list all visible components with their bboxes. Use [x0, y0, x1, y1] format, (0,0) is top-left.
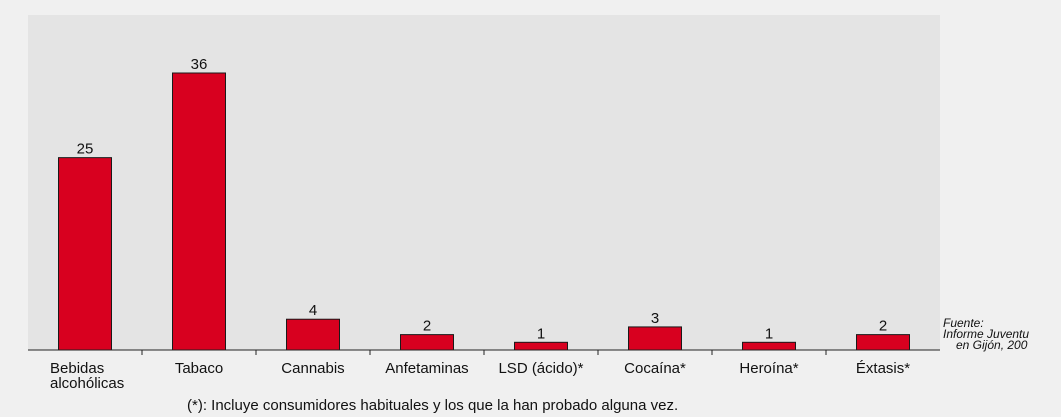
value-label-2: 4 [309, 302, 317, 319]
bar-3 [401, 335, 454, 350]
source-place-year: en Gijón, 200 [943, 340, 1029, 351]
footnote: (*): Incluye consumidores habituales y l… [187, 397, 678, 414]
category-label-6: Heroína* [739, 360, 798, 377]
category-label-1: Tabaco [175, 360, 223, 377]
value-label-5: 3 [651, 310, 659, 327]
bar-6 [743, 342, 796, 350]
category-label-4: LSD (ácido)* [498, 360, 583, 377]
bar-5 [629, 327, 682, 350]
source-note: Fuente: Informe Juventu en Gijón, 200 [943, 318, 1029, 351]
bar-2 [287, 319, 340, 350]
category-label-3: Anfetaminas [385, 360, 468, 377]
value-label-0: 25 [77, 141, 94, 158]
category-label-7: Éxtasis* [856, 360, 910, 377]
x-ticks-group [142, 350, 826, 355]
category-label-5: Cocaína* [624, 360, 686, 377]
value-label-1: 36 [191, 56, 208, 73]
bar-0 [59, 158, 112, 350]
bar-1 [173, 73, 226, 350]
bar-4 [515, 342, 568, 350]
category-label-0-line-1: alcohólicas [50, 375, 124, 392]
bar-7 [857, 335, 910, 350]
plot-area [28, 15, 940, 350]
value-label-4: 1 [537, 325, 545, 342]
value-label-7: 2 [879, 318, 887, 335]
value-label-3: 2 [423, 318, 431, 335]
value-label-6: 1 [765, 325, 773, 342]
category-label-2: Cannabis [281, 360, 344, 377]
